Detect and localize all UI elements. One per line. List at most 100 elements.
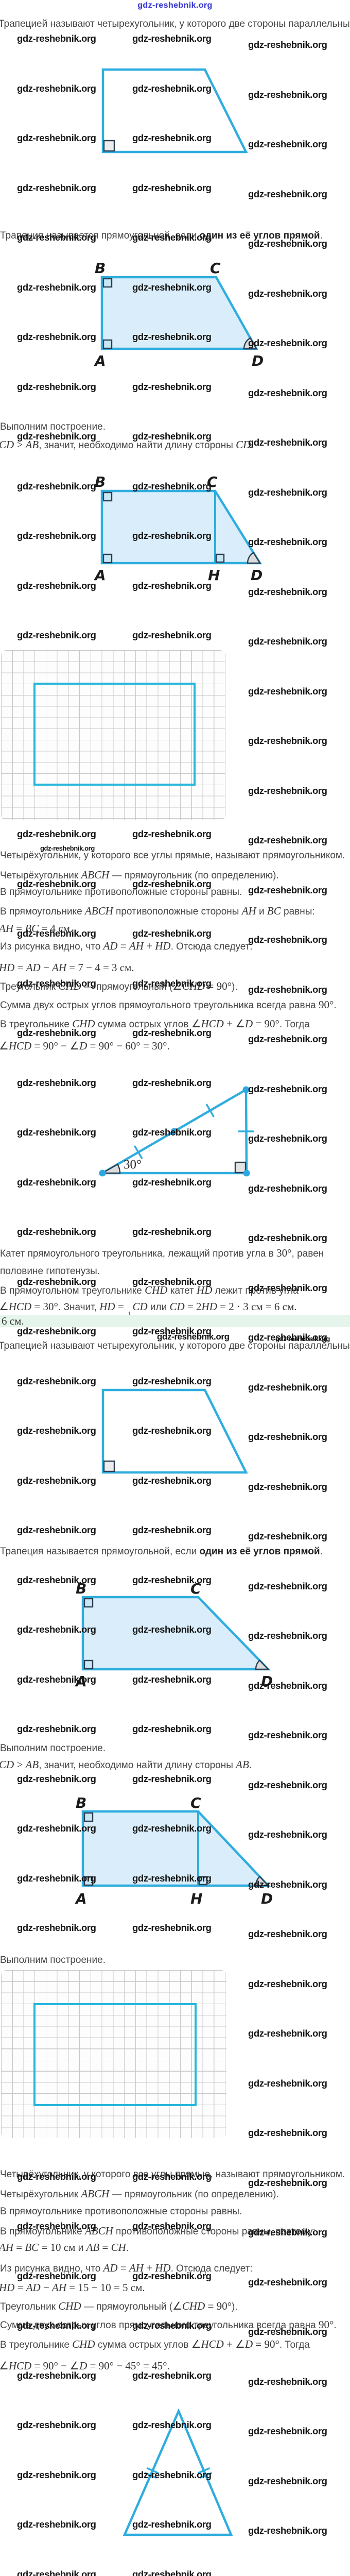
right-angle-mark xyxy=(102,492,113,502)
watermark: gdz-reshebnik.org xyxy=(17,580,96,591)
watermark: gdz-reshebnik.org xyxy=(132,1375,212,1386)
watermark: gdz-reshebnik.org xyxy=(248,1133,327,1144)
watermark: gdz-reshebnik.org xyxy=(17,33,96,44)
angle-mark xyxy=(100,1163,121,1174)
watermark: gdz-reshebnik.org xyxy=(132,2419,212,2430)
text-line: Сумма двух острых углов прямоугольного т… xyxy=(0,998,337,1011)
triangle-shape xyxy=(122,2408,233,2536)
watermark: gdz-reshebnik.org xyxy=(17,232,96,243)
watermark: gdz-reshebnik.org xyxy=(248,287,327,299)
watermark: gdz-reshebnik.org xyxy=(132,2469,212,2480)
figure-right-trapezoid-abcd-2: B C A D xyxy=(75,1580,273,1690)
figure-trapezoid-height-ch-2: B C A H D xyxy=(75,1794,273,1907)
grid-rectangle xyxy=(33,683,196,786)
watermark: gdz-reshebnik.org xyxy=(132,1524,212,1535)
vertex-label-A: A xyxy=(75,1890,87,1907)
text-line: Трапецией называют четырехугольник, у ко… xyxy=(0,1341,350,1351)
watermark: gdz-reshebnik.org xyxy=(17,1276,96,1287)
watermark: gdz-reshebnik.org xyxy=(17,1524,96,1535)
angle-30-label: 30° xyxy=(124,1158,142,1172)
watermark: gdz-reshebnik.org xyxy=(248,1680,327,1691)
watermark: gdz-reshebnik.org xyxy=(248,437,327,448)
watermark: gdz-reshebnik.org xyxy=(248,337,327,348)
watermark: gdz-reshebnik.org xyxy=(132,2369,212,2381)
figure-isosceles-equal-sides xyxy=(122,2408,233,2536)
text-line: ∠HCD = 90° − ∠D = 90° − 60° = 30°. xyxy=(0,1040,170,1052)
watermark: gdz-reshebnik.org xyxy=(248,685,327,697)
watermark: gdz-reshebnik.org xyxy=(132,1475,212,1486)
text-line: Треугольник CHD — прямоугольный (∠CHD = … xyxy=(0,980,238,992)
tick-mark xyxy=(205,1104,215,1117)
watermark: gdz-reshebnik.org xyxy=(248,1282,327,1293)
text-line: Выполним построение. xyxy=(0,1743,106,1754)
watermark: gdz-reshebnik.org xyxy=(132,1773,212,1784)
grid-paper xyxy=(1,1970,226,2138)
vertex-label-H: H xyxy=(208,567,220,584)
figure-right-triangle-30: 30° xyxy=(98,1086,254,1177)
figure-right-trapezoid-abcd-1: B C A D xyxy=(94,260,264,369)
watermark: gdz-reshebnik.org xyxy=(17,1624,96,1635)
watermark: gdz-reshebnik.org xyxy=(248,2028,327,2039)
right-angle-mark xyxy=(102,553,113,564)
watermark: gdz-reshebnik.org xyxy=(248,1978,327,1989)
watermark: gdz-reshebnik.org xyxy=(248,139,327,149)
watermark: gdz-reshebnik.org xyxy=(248,2475,327,2486)
watermark: gdz-reshebnik.org xyxy=(248,1481,327,1492)
watermark: gdz-reshebnik.org xyxy=(132,2270,212,2281)
right-angle-mark xyxy=(215,553,225,563)
watermark: gdz-reshebnik.org xyxy=(17,1077,96,1088)
watermark: gdz-reshebnik.org xyxy=(248,1381,327,1393)
watermark: gdz-reshebnik.org xyxy=(248,1730,327,1740)
watermark: gdz-reshebnik.org xyxy=(17,878,96,889)
watermark: gdz-reshebnik.org xyxy=(248,735,327,746)
grid-rectangle xyxy=(33,2003,197,2106)
text-line: Катет прямоугольного треугольника, лежащ… xyxy=(0,1247,324,1259)
text-line: Трапеция называется прямоугольной, если … xyxy=(0,1546,323,1557)
watermark: gdz-reshebnik.org xyxy=(17,2320,96,2331)
vertex-label-B: B xyxy=(95,473,106,490)
text-line: HD = AD − AH = 15 − 10 = 5 см. xyxy=(0,2281,145,2294)
watermark: gdz-reshebnik.org xyxy=(17,630,96,640)
watermark: gdz-reshebnik.org xyxy=(17,1375,96,1386)
angle-mark xyxy=(255,1875,270,1887)
watermark: gdz-reshebnik.org xyxy=(248,238,327,249)
watermark: gdz-reshebnik.org xyxy=(248,1182,327,1194)
vertex-label-B: B xyxy=(76,1580,86,1597)
watermark: gdz-reshebnik.org xyxy=(17,182,96,193)
right-angle-mark xyxy=(198,1876,208,1886)
vertex-label-C: C xyxy=(207,473,218,490)
watermark-small: gdz-reshebnik.org xyxy=(275,1335,330,1343)
watermark: gdz-reshebnik.org xyxy=(17,1872,96,1884)
watermark: gdz-reshebnik.org xyxy=(132,431,212,442)
text-line: CD > AB, значит, необходимо найти длину … xyxy=(0,1758,252,1771)
trapezoid-shape xyxy=(101,68,248,154)
watermark: gdz-reshebnik.org xyxy=(248,536,327,547)
watermark: gdz-reshebnik.org xyxy=(17,2369,96,2381)
watermark: gdz-reshebnik.org xyxy=(132,1425,212,1436)
watermark: gdz-reshebnik.org xyxy=(248,2077,327,2089)
watermark: gdz-reshebnik.org xyxy=(17,828,96,839)
watermark: gdz-reshebnik.org xyxy=(17,132,96,143)
right-angle-mark xyxy=(102,278,113,288)
watermark: gdz-reshebnik.org xyxy=(248,1829,327,1840)
watermark: gdz-reshebnik.org xyxy=(132,1276,212,1287)
vertex-label-A: A xyxy=(94,352,106,369)
figure-trapezoid-definition-1 xyxy=(101,68,248,154)
right-angle-mark xyxy=(83,1659,94,1670)
watermark: gdz-reshebnik.org xyxy=(248,1878,327,1890)
vertex-label-B: B xyxy=(95,260,106,277)
watermark: gdz-reshebnik.org xyxy=(17,1723,96,1734)
watermark: gdz-reshebnik.org xyxy=(248,1232,327,1243)
text-line: В прямоугольнике противоположные стороны… xyxy=(0,2206,242,2217)
text-line: Выполним построение. xyxy=(0,1955,106,1965)
answer-band: 6 см. xyxy=(0,1315,350,1327)
vertex-label-B: B xyxy=(76,1794,86,1811)
watermark: gdz-reshebnik.org xyxy=(248,2276,327,2287)
text-line: AH = BC = 4 см. xyxy=(0,922,73,935)
watermark: gdz-reshebnik.org xyxy=(132,1027,212,1038)
vertex-label-D: D xyxy=(251,567,262,584)
grid-paper xyxy=(1,650,225,820)
tick-mark xyxy=(198,2467,210,2474)
right-angle-mark xyxy=(234,1161,247,1174)
